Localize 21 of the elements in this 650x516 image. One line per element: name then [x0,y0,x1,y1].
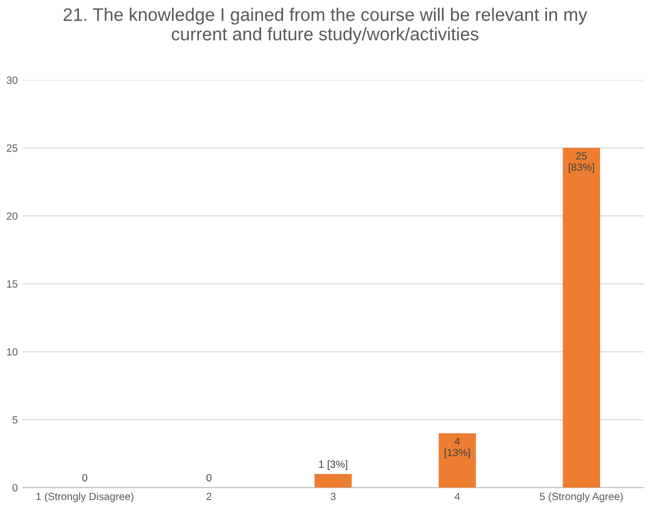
y-tick-label: 30 [6,76,18,84]
y-tick-label: 15 [7,280,18,288]
bar [314,474,352,488]
data-label: 25 [83%] [568,152,594,173]
x-tick-label: 1 (Strongly Disagree) [36,492,134,502]
data-label: 0 [82,474,88,482]
data-label: 4 [13%] [444,438,470,458]
y-tick-label: 5 [12,416,18,424]
x-tick-label: 4 [454,492,460,500]
data-label: 0 [206,474,212,482]
y-tick-label: 10 [7,348,18,356]
y-tick-label: 0 [12,484,18,492]
data-label: 1 [3%] [319,460,348,470]
x-tick-label: 5 (Strongly Agree) [540,492,623,502]
bar [438,433,476,488]
y-tick-label: 20 [6,212,18,220]
chart-title: 21. The knowledge I gained from the course will be relevant in my current and future study/work/activities [64,8,588,44]
bar [562,148,600,488]
x-tick-label: 3 [330,492,336,500]
y-tick-label: 25 [6,144,18,152]
x-tick-label: 2 [206,492,212,500]
